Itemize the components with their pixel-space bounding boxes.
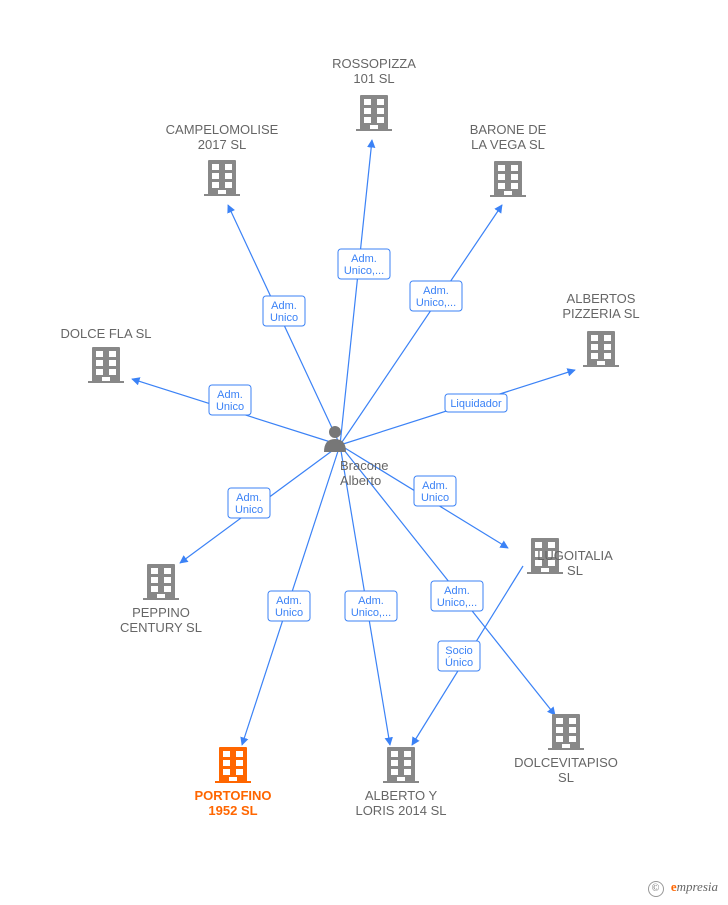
edges-layer [132,140,575,745]
edge-label: Único [445,656,473,669]
node-label: CENTURY SL [120,620,202,635]
edge-label: Unico [235,504,263,516]
building-icon[interactable] [215,747,251,783]
edge-label: Unico,... [344,265,384,277]
edge-label: Liquidador [450,398,502,410]
building-icon[interactable] [88,347,124,383]
nodes-layer: ROSSOPIZZA101 SL CAMPELOMOLISE2017 SL BARO… [60,56,639,818]
edge-label: Socio [445,645,473,657]
node-label: ALBERTOS [567,291,636,306]
node-label: ALBERTO Y [365,788,438,803]
building-icon[interactable] [490,161,526,197]
edge-label: Adm. [217,389,243,401]
edge-label: Adm. [444,585,470,597]
building-icon[interactable] [548,714,584,750]
edge-label: Unico,... [416,297,456,309]
brand-rest: mpresia [677,879,718,894]
edge-label: Adm. [423,285,449,297]
building-icon[interactable] [204,160,240,196]
edge-label: Adm. [236,492,262,504]
person-icon [324,426,346,452]
node-label: PIZZERIA SL [562,306,639,321]
building-icon[interactable] [383,747,419,783]
building-icon[interactable] [143,564,179,600]
watermark: © empresia [648,879,718,897]
node-label: DOLCE FLA SL [60,326,151,341]
edge-label: Adm. [271,300,297,312]
edge-label: Adm. [358,595,384,607]
edge-label: Unico [275,607,303,619]
node-label: DOLCEVITAPISO [514,755,618,770]
node-label: BARONE DE [470,122,547,137]
building-icon[interactable] [583,331,619,367]
node-label: SL [567,563,583,578]
edge-label: Adm. [422,480,448,492]
node-label: LORIS 2014 SL [355,803,446,818]
node-label: 101 SL [353,71,394,86]
center-label: Bracone [340,458,388,473]
copyright-symbol: © [648,881,664,897]
node-label: 1952 SL [208,803,257,818]
edge-label: Unico,... [351,607,391,619]
node-label: ROSSOPIZZA [332,56,416,71]
node-label: SL [558,770,574,785]
edge-label: Unico [216,401,244,413]
node-label: LA VEGA SL [471,137,545,152]
network-diagram: Adm.Unico,...Adm.UnicoAdm.Unico,...Adm.U… [0,0,728,905]
node-label: LUGOITALIA [537,548,613,563]
building-icon[interactable] [356,95,392,131]
edge-label: Unico,... [437,597,477,609]
center-node: BraconeAlberto [324,426,388,488]
node-label: PORTOFINO [194,788,271,803]
edge-label: Unico [270,312,298,324]
node-label: 2017 SL [198,137,246,152]
center-label: Alberto [340,473,381,488]
edge-label: Unico [421,492,449,504]
node-label: CAMPELOMOLISE [166,122,279,137]
edge [340,140,372,445]
edge-label: Adm. [351,253,377,265]
node-label: PEPPINO [132,605,190,620]
edge-label: Adm. [276,595,302,607]
